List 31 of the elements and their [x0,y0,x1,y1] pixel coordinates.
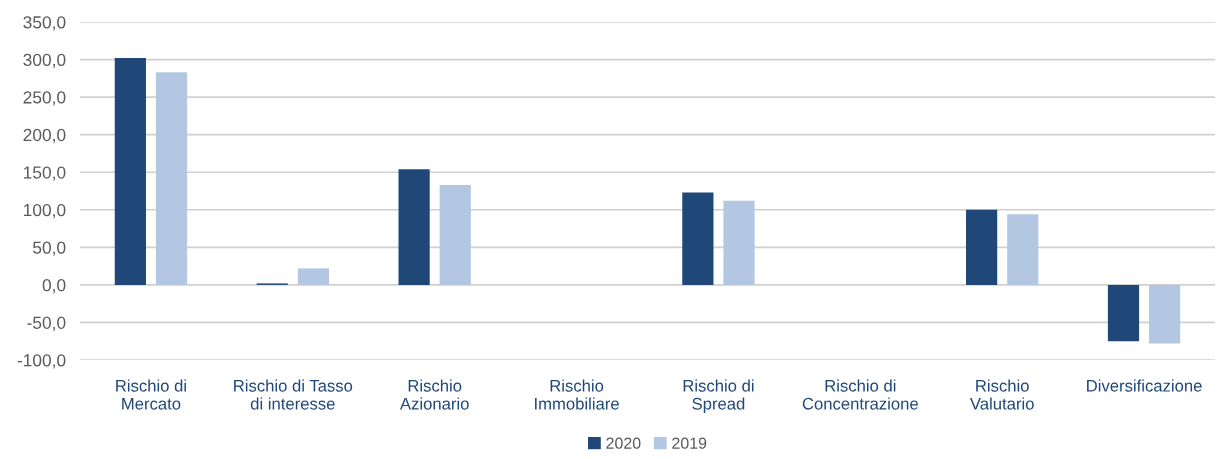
bar [1007,214,1039,285]
y-tick-label: 350,0 [23,16,66,31]
y-tick-label: 0,0 [42,279,66,294]
x-tick-label: Rischio Valutario [969,379,1034,410]
bar [114,58,146,285]
x-tick-label: Rischio di Tasso di interesse [234,379,353,410]
bar [682,192,714,285]
y-tick-label: 300,0 [23,53,66,69]
x-tick-label: Rischio Immobiliare [535,379,619,410]
y-tick-label: 150,0 [23,166,66,181]
legend-label: 2020 [606,437,641,449]
x-tick-label: Diversificazione [1087,379,1202,392]
x-tick-label: Rischio di Spread [683,379,754,413]
bar [1107,284,1140,342]
y-tick-label: -100,0 [17,354,66,369]
bar [723,200,755,285]
bar [155,72,188,285]
bar [297,268,329,285]
bar [398,169,430,285]
y-tick-label: 50,0 [33,241,66,256]
y-tick-label: 200,0 [23,128,66,144]
y-tick-label: 100,0 [23,203,66,219]
y-tick-label: -50,0 [27,316,66,331]
x-tick-label: Rischio di Mercato [116,379,186,410]
bar [966,209,998,285]
x-tick-label: Rischio di Concentrazione [802,379,918,410]
bar [1149,284,1181,344]
x-tick-label: Rischio Azionario [399,379,469,410]
bar [439,184,471,285]
y-tick-label: 250,0 [23,91,66,106]
legend-label: 2019 [672,437,707,449]
